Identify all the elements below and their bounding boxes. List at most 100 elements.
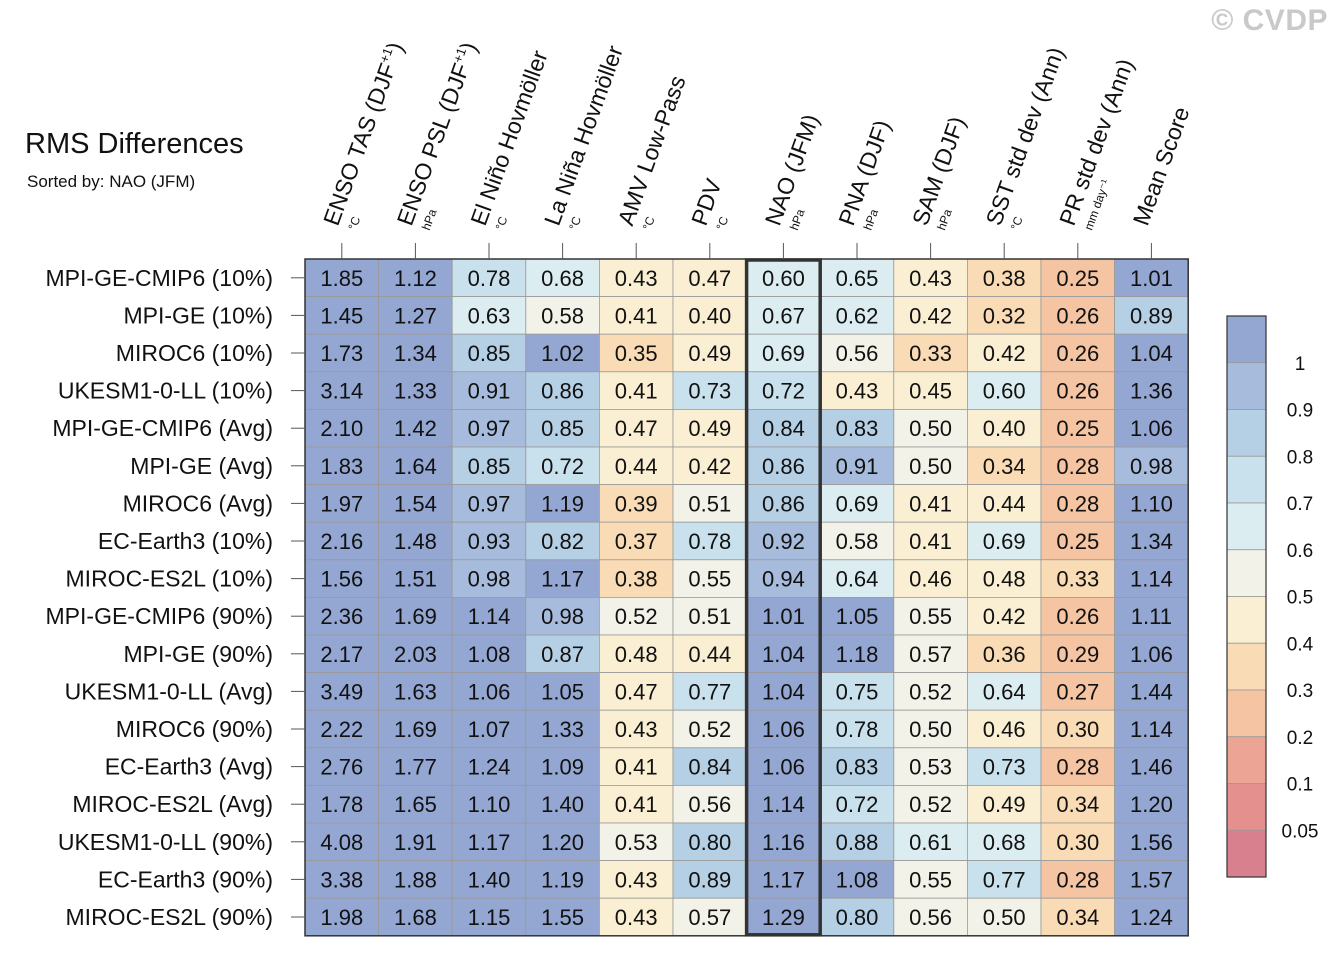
cell-value-label: 1.57: [1130, 867, 1173, 892]
heatmap-cell: [746, 747, 821, 786]
cell-value-label: 1.97: [320, 491, 363, 516]
cell-value-label: 0.97: [468, 491, 511, 516]
cell-value-label: 0.98: [541, 604, 584, 629]
cell-value-label: 1.34: [1130, 529, 1173, 554]
column-unit-label: °C: [1008, 214, 1026, 232]
cell-value-label: 2.16: [320, 529, 363, 554]
heatmap-cell: [378, 258, 453, 297]
cell-value-label: 1.10: [468, 792, 511, 817]
heatmap-cell: [893, 597, 968, 636]
heatmap-cell: [304, 333, 379, 373]
cell-value-label: 0.72: [541, 454, 584, 479]
row-label: MPI-GE (10%): [123, 302, 273, 328]
cell-value-label: 0.98: [1130, 454, 1173, 479]
heatmap-cell: [1040, 408, 1115, 448]
cell-value-label: 0.69: [983, 529, 1026, 554]
column-label: AMV Low-Pass: [612, 72, 690, 229]
cell-value-label: 0.41: [615, 379, 658, 404]
column-label-text: SAM (DJF): [907, 113, 970, 229]
colorbar-tick-label: 0.05: [1282, 821, 1319, 842]
heatmap-cell: [599, 709, 674, 749]
cell-value-label: 1.40: [468, 867, 511, 892]
cell-value-label: 0.28: [1056, 454, 1099, 479]
cell-value-label: 0.42: [909, 303, 952, 328]
cell-value-label: 0.26: [1056, 379, 1099, 404]
cell-value-label: 0.47: [688, 266, 731, 291]
heatmap-cell: [304, 371, 379, 410]
cell-value-label: 0.44: [615, 454, 658, 479]
heatmap-cell: [1040, 860, 1115, 899]
cell-value-label: 0.84: [688, 755, 731, 780]
heatmap-cell: [893, 446, 968, 485]
heatmap-cell: [599, 446, 674, 485]
cell-value-label: 0.27: [1056, 679, 1099, 704]
cell-value-label: 0.50: [909, 454, 952, 479]
heatmap-cell: [967, 597, 1042, 636]
cell-value-label: 1.51: [394, 567, 437, 592]
heatmap-cell: [967, 446, 1042, 485]
cell-value-label: 0.56: [836, 341, 879, 366]
cell-value-label: 0.97: [468, 416, 511, 441]
row-label: MIROC6 (Avg): [123, 490, 273, 516]
column-label-text: ENSO PSL (DJF: [392, 60, 475, 229]
heatmap-cell: [599, 860, 674, 899]
row-label: MIROC-ES2L (90%): [66, 904, 273, 930]
colorbar-segment: [1226, 549, 1267, 597]
heatmap-cell: [967, 521, 1042, 561]
heatmap-cell: [746, 785, 821, 824]
cell-value-label: 0.61: [909, 830, 952, 855]
cell-value-label: 0.68: [983, 830, 1026, 855]
heatmap-cell: [967, 484, 1042, 523]
cell-value-label: 0.57: [688, 905, 731, 930]
cell-value-label: 0.43: [615, 905, 658, 930]
column-label-text: NAO (JFM): [760, 111, 824, 229]
cell-value-label: 0.34: [983, 454, 1026, 479]
cell-value-label: 0.33: [1056, 567, 1099, 592]
heatmap-cell: [1040, 822, 1115, 861]
column-label-text: El Niño Hovmöller: [465, 47, 552, 229]
cell-value-label: 0.78: [468, 266, 511, 291]
row-label: MIROC6 (90%): [116, 716, 273, 742]
cell-value-label: 2.03: [394, 642, 437, 667]
cell-value-label: 0.38: [983, 266, 1026, 291]
chart-title: RMS Differences: [25, 128, 244, 160]
cell-value-label: 1.68: [394, 905, 437, 930]
cell-value-label: 0.73: [983, 755, 1026, 780]
cell-value-label: 1.56: [1130, 830, 1173, 855]
column-label: La Niña Hovmöller: [539, 42, 628, 229]
heatmap-cell: [893, 484, 968, 523]
colorbar-segment: [1226, 642, 1267, 691]
cell-value-label: 1.06: [762, 755, 805, 780]
cell-value-label: 1.11: [1131, 604, 1172, 629]
cell-value-label: 1.24: [468, 755, 511, 780]
cell-value-label: 0.80: [836, 905, 879, 930]
column-unit-label: °C: [345, 214, 363, 232]
column-label-text: AMV Low-Pass: [612, 72, 690, 229]
heatmap-cell: [746, 371, 821, 410]
heatmap-cell: [967, 559, 1042, 598]
cell-value-label: 0.47: [615, 679, 658, 704]
row-label: UKESM1-0-LL (Avg): [65, 678, 273, 704]
colorbar-tick-label: 1: [1295, 354, 1306, 375]
heatmap-cell: [1040, 521, 1115, 561]
heatmap-cell: [672, 634, 747, 673]
heatmap-cell: [746, 634, 821, 673]
cell-value-label: 1.42: [394, 416, 437, 441]
heatmap-cell: [672, 822, 747, 861]
heatmap-cell: [1040, 785, 1115, 824]
heatmap-cell: [378, 709, 453, 749]
cell-value-label: 0.30: [1056, 717, 1099, 742]
column-label: El Niño Hovmöller: [465, 47, 552, 229]
cell-value-label: 1.36: [1130, 379, 1173, 404]
heatmap-cell: [378, 822, 453, 861]
heatmap-cell: [1114, 860, 1189, 899]
watermark: © CVDP: [1211, 4, 1328, 37]
colorbar-tick-label: 0.5: [1287, 588, 1313, 609]
heatmap-cell: [893, 822, 968, 861]
cell-value-label: 2.10: [320, 416, 363, 441]
cell-value-label: 0.44: [983, 491, 1026, 516]
cell-value-label: 1.78: [320, 792, 363, 817]
cell-value-label: 0.84: [762, 416, 805, 441]
cell-value-label: 0.86: [541, 379, 584, 404]
cell-value-label: 0.51: [688, 604, 731, 629]
